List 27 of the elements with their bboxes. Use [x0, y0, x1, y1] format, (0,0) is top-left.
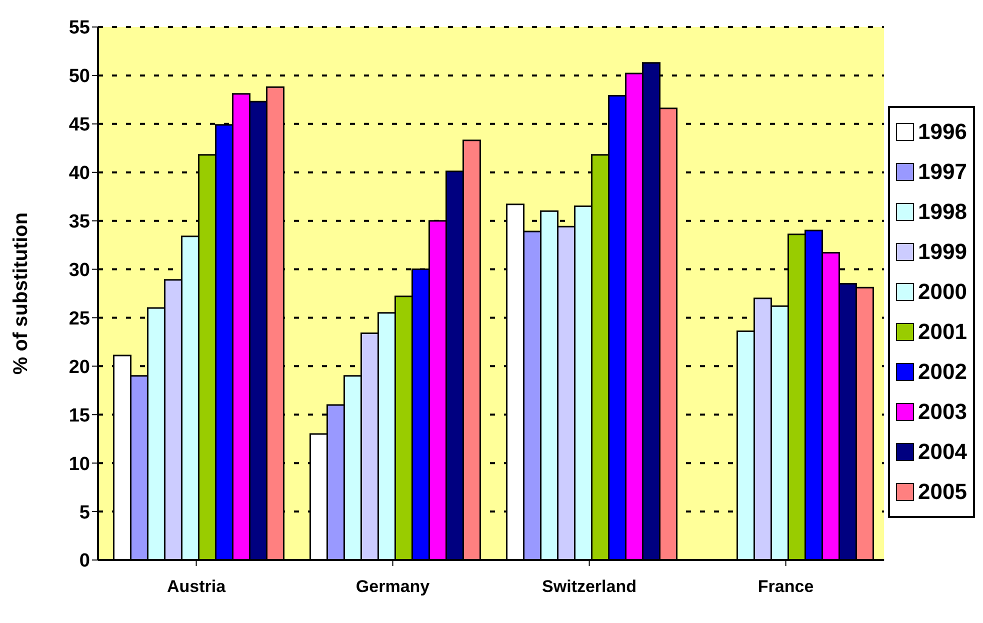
- legend-label: 2000: [918, 278, 967, 304]
- legend-label: 2002: [918, 358, 967, 384]
- y-axis-title: % of substitution: [10, 212, 32, 375]
- y-tick-label: 50: [68, 66, 90, 88]
- legend-label: 2005: [918, 478, 967, 504]
- legend-label: 1996: [918, 118, 967, 144]
- y-tick-label: 55: [68, 18, 90, 39]
- y-tick-label: 40: [68, 163, 90, 184]
- y-tick-label: 15: [68, 405, 90, 426]
- y-tick-label: 45: [68, 114, 90, 136]
- legend-label: 1999: [918, 238, 967, 264]
- y-tick-label: 10: [68, 454, 90, 475]
- y-tick-label: 20: [68, 356, 90, 378]
- x-tick-label: Austria: [166, 577, 226, 596]
- legend-label: 1997: [918, 158, 967, 184]
- x-tick-label: Switzerland: [542, 577, 637, 596]
- x-tick-label: Germany: [356, 577, 430, 596]
- y-tick-label: 35: [68, 212, 90, 233]
- y-tick-label: 25: [68, 308, 90, 330]
- y-tick-label: 30: [68, 260, 90, 282]
- legend-label: 2004: [918, 438, 967, 464]
- legend-label: 2003: [918, 398, 967, 424]
- x-tick-label: France: [758, 577, 814, 596]
- y-tick-label: 5: [79, 502, 90, 524]
- y-tick-label: 0: [79, 550, 90, 572]
- legend-label: 1998: [918, 198, 967, 224]
- legend-label: 2001: [918, 318, 967, 344]
